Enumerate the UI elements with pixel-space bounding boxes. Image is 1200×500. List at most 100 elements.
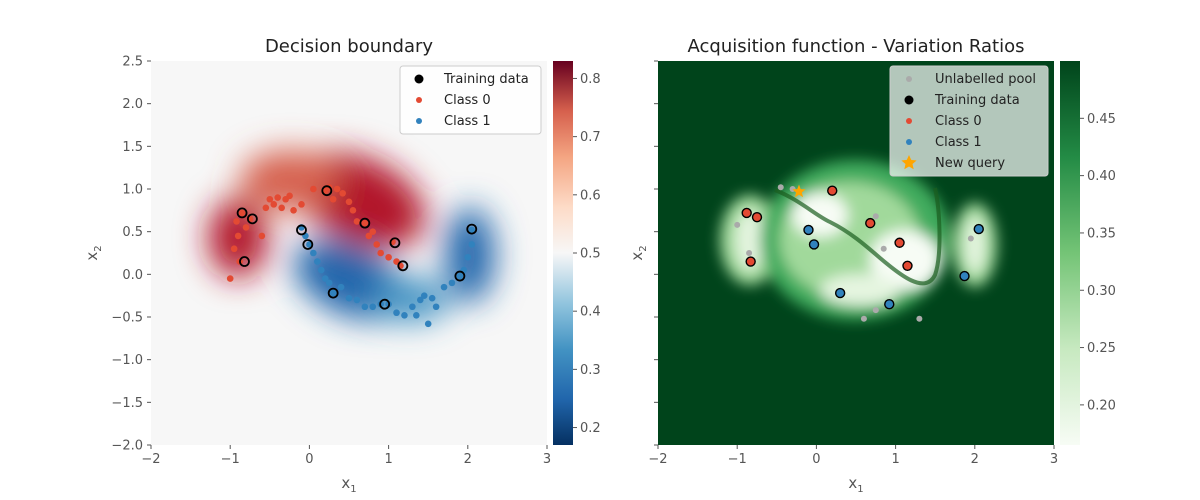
point-training: [239, 256, 250, 267]
point-class1: [973, 223, 984, 235]
legend-label-class1: Class 1: [935, 135, 982, 150]
point-class1: [420, 292, 428, 299]
legend: Training data Class 0 Class 1: [399, 65, 542, 135]
star-marker: [792, 184, 806, 198]
point-training: [454, 270, 466, 282]
y-axis: −2.0 −1.5 −1.0 −0.5 0.0 0.5 1.0 1.5 2.0 2.5 x2: [83, 55, 151, 454]
point-class0: [339, 189, 346, 197]
x-tick-label: −2: [648, 452, 667, 467]
y-tick-label: 0.0: [122, 268, 143, 283]
colorbar: 0.20 0.25 0.30 0.35 0.40 0.45: [1060, 61, 1116, 445]
x-tick-label: −1: [221, 452, 240, 467]
x-tick-label: −2: [141, 452, 160, 467]
point-training: [296, 224, 307, 236]
x-tick-label: −1: [728, 452, 747, 467]
legend-label-query: New query: [935, 156, 1005, 171]
point-class0: [266, 195, 274, 203]
point-class1: [361, 303, 369, 311]
point-class1: [456, 272, 464, 280]
point-class0: [298, 201, 305, 208]
y-tick-label: 0.5: [122, 225, 143, 240]
legend-label-class0: Class 0: [444, 93, 491, 108]
point-class0: [353, 218, 361, 225]
legend-marker-class0: [416, 97, 422, 103]
points-class0: [226, 183, 404, 282]
x-tick-label: 3: [1050, 452, 1058, 467]
colorbar-tick-label: 0.2: [580, 421, 601, 436]
y-axis-label: x2: [628, 245, 649, 260]
point-pool: [916, 315, 923, 322]
colorbar-tick-label: 0.6: [580, 188, 601, 203]
point-class0: [233, 218, 240, 225]
x-axis-label: x1: [848, 474, 863, 495]
point-class0: [270, 201, 278, 208]
point-training: [302, 239, 314, 250]
legend-label-class1: Class 1: [444, 114, 491, 129]
y-tick-label: 1.5: [122, 140, 143, 155]
x-axis: −2 −1 0 1 2 3 x1: [141, 445, 551, 495]
chart-decision-boundary: Decision boundary −2 −1 0 1 2 3 x1 −2.0 −1.5 −1.…: [83, 36, 601, 495]
point-class1: [834, 287, 846, 299]
point-pool: [860, 315, 867, 322]
point-pool: [872, 307, 879, 314]
point-class1: [808, 239, 820, 250]
y-axis: x2: [628, 60, 658, 446]
point-pool: [734, 221, 741, 228]
point-training: [389, 237, 401, 249]
legend-label-training: Training data: [934, 93, 1020, 108]
points-training: [236, 185, 478, 310]
acquisition-heatmap: [658, 61, 1054, 445]
x-axis-label: x1: [341, 474, 356, 495]
colorbar-ticks: 0.20 0.25 0.30 0.35 0.40 0.45: [1080, 112, 1116, 413]
point-class0: [290, 207, 297, 214]
legend-marker-class0: [906, 118, 912, 124]
point-class0: [865, 217, 876, 229]
colorbar-tick-label: 0.30: [1087, 284, 1116, 299]
points-class1: [298, 224, 476, 328]
point-training: [246, 213, 258, 225]
x-axis: −2 −1 0 1 2 3 x1: [648, 445, 1058, 495]
point-class1: [416, 296, 424, 304]
point-class1: [353, 296, 361, 304]
point-class1: [432, 303, 440, 311]
point-class0: [258, 232, 266, 240]
point-class1: [464, 253, 472, 261]
x-tick-label: 0: [812, 452, 820, 467]
colorbar-ticks: 0.2 0.3 0.4 0.5 0.6 0.7 0.8: [573, 72, 601, 436]
x-tick-label: 1: [891, 452, 899, 467]
point-class0: [827, 185, 838, 196]
colorbar-tick-label: 0.4: [580, 305, 601, 320]
point-class1: [428, 294, 436, 302]
point-class0: [365, 232, 373, 240]
legend-label-training: Training data: [443, 72, 529, 87]
point-class1: [440, 283, 448, 291]
y-tick-label: −2.0: [111, 439, 143, 454]
point-class1: [337, 283, 345, 291]
legend-marker-class1: [906, 139, 912, 145]
point-class0: [310, 185, 317, 193]
point-class1: [345, 294, 353, 302]
point-class1: [325, 279, 333, 287]
point-class0: [751, 211, 763, 223]
point-class1: [393, 309, 400, 317]
point-class1: [448, 279, 456, 287]
colorbar-tick-label: 0.7: [580, 130, 601, 145]
y-tick-label: −1.5: [111, 396, 143, 411]
points-pool: [734, 184, 974, 322]
point-class1: [369, 303, 377, 311]
point-class0: [902, 260, 913, 271]
point-training: [397, 260, 409, 272]
point-class0: [373, 241, 381, 248]
points-class1: [803, 223, 984, 310]
point-training: [379, 298, 391, 310]
point-class1: [424, 320, 432, 328]
legend-marker-class1: [416, 118, 422, 124]
colorbar-tick-label: 0.35: [1087, 226, 1116, 241]
legend-marker-query: [901, 155, 917, 170]
point-class0: [329, 195, 337, 203]
x-tick-label: 1: [384, 452, 392, 467]
y-tick-label: 1.0: [122, 183, 143, 198]
point-class1: [468, 226, 476, 234]
point-class0: [333, 185, 341, 193]
